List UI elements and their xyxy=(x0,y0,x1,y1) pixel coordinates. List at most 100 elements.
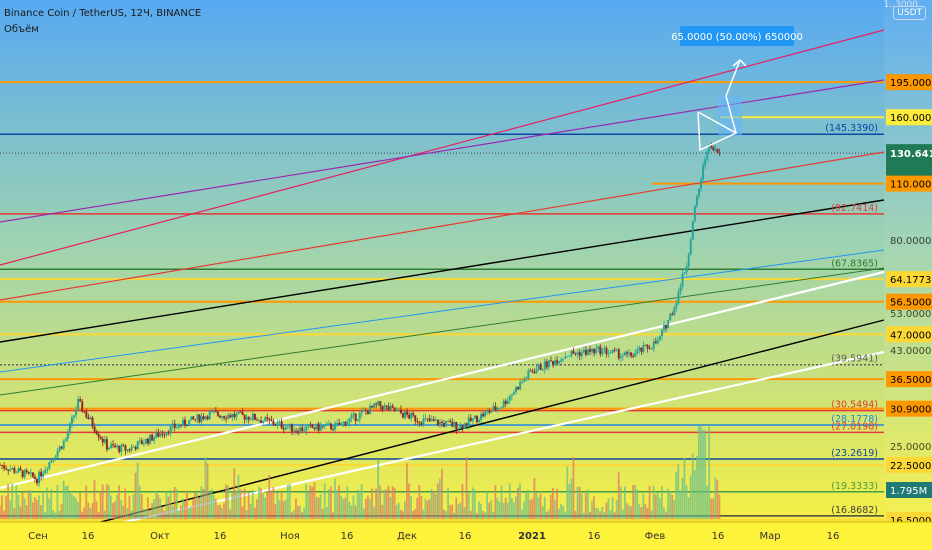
candle-body xyxy=(5,468,8,470)
candle-body xyxy=(233,414,236,417)
cut-axis-label: 1..3000 xyxy=(883,0,918,10)
volume-bar xyxy=(401,511,404,519)
candle-body xyxy=(1,464,4,466)
volume-bar xyxy=(142,508,145,519)
symbol-title[interactable]: Binance Coin / TetherUS, 12Ч, BINANCE xyxy=(4,8,202,19)
volume-bar xyxy=(630,506,632,519)
volume-bar xyxy=(190,506,192,519)
candle-body xyxy=(652,341,655,349)
candle-body xyxy=(418,421,421,424)
volume-bar xyxy=(44,511,47,519)
candle-body xyxy=(126,449,129,451)
candle-body xyxy=(177,424,180,428)
candle-body xyxy=(617,349,620,359)
volume-bar xyxy=(650,510,653,519)
candle-body xyxy=(3,465,6,469)
time-tick-label: Ноя xyxy=(280,531,300,542)
volume-bar xyxy=(708,426,711,519)
volume-bar xyxy=(33,496,36,519)
candle-body xyxy=(144,438,147,444)
volume-bar xyxy=(482,511,484,519)
candle-body xyxy=(342,421,345,423)
volume-bar xyxy=(208,491,211,519)
volume-bar xyxy=(543,496,546,519)
candle-body xyxy=(371,405,374,408)
candle-body xyxy=(480,413,483,420)
candle-body xyxy=(239,411,242,413)
volume-bar xyxy=(412,510,415,519)
volume-bar xyxy=(621,509,624,519)
candle-body xyxy=(46,468,49,470)
volume-bar xyxy=(122,505,125,519)
volume-bar xyxy=(165,491,168,519)
candle-body xyxy=(56,450,59,457)
volume-badge xyxy=(886,482,932,498)
volume-bar xyxy=(216,505,219,519)
volume-bar xyxy=(83,507,86,519)
volume-bar xyxy=(467,492,470,519)
volume-bar xyxy=(453,512,456,519)
candle-body xyxy=(124,445,127,451)
currency-badge[interactable]: USDT xyxy=(893,6,926,20)
candle-body xyxy=(204,416,207,420)
volume-bar xyxy=(9,500,12,519)
candle-body xyxy=(19,468,22,471)
candle-body xyxy=(192,416,195,420)
projection-tooltip-text: 65.0000 (50.00%) 650000 xyxy=(671,32,803,43)
volume-bar xyxy=(171,506,174,519)
candle-body xyxy=(500,407,503,409)
candle-body xyxy=(457,428,460,430)
volume-bar xyxy=(393,488,396,519)
volume-bar xyxy=(399,509,402,519)
candle-body xyxy=(21,470,24,478)
volume-bar xyxy=(46,487,49,519)
candle-body xyxy=(309,424,312,426)
candle-body xyxy=(278,421,281,423)
volume-bar xyxy=(379,485,382,519)
candle-body xyxy=(385,405,388,407)
candle-body xyxy=(87,417,90,420)
candle-body xyxy=(482,413,485,417)
time-axis[interactable]: Сен 16 Окт 16 Ноя 16 Дек 16 2021 16 Фев 16 Мар 16 xyxy=(28,531,839,542)
volume-bar xyxy=(373,506,375,519)
candle-body xyxy=(451,422,454,427)
volume-bar xyxy=(272,487,275,519)
candle-body xyxy=(68,423,71,434)
price-tick-label: 25.0000 xyxy=(890,442,931,453)
candle-body xyxy=(473,415,476,419)
volume-bar xyxy=(586,489,589,519)
candle-body xyxy=(389,405,392,410)
price-badge-label: 22.5000 xyxy=(890,461,931,472)
candle-body xyxy=(120,444,123,453)
candle-body xyxy=(471,418,474,422)
candle-body xyxy=(679,287,682,293)
volume-bar xyxy=(105,484,108,519)
candle-body xyxy=(445,421,448,427)
volume-bar xyxy=(576,486,579,519)
volume-bar xyxy=(471,487,474,519)
time-tick-label: 16 xyxy=(827,531,840,542)
volume-bar xyxy=(161,506,164,519)
volume-bar xyxy=(494,484,497,519)
volume-indicator-label[interactable]: Объём xyxy=(4,24,39,35)
candle-body xyxy=(552,361,555,365)
candle-body xyxy=(235,413,238,417)
candle-body xyxy=(161,433,164,435)
candle-body xyxy=(478,419,481,422)
candle-body xyxy=(414,415,417,422)
candle-body xyxy=(416,421,419,423)
candle-body xyxy=(245,416,248,420)
candle-body xyxy=(430,419,433,422)
candle-body xyxy=(420,423,423,425)
volume-bar xyxy=(473,489,476,519)
volume-bar xyxy=(387,485,390,519)
volume-bar xyxy=(62,480,65,519)
candle-body xyxy=(650,348,653,350)
candle-body xyxy=(299,427,302,434)
price-axis[interactable]: 195.0000 160.0000 (145.3390) 130.6413 110.00… xyxy=(825,74,932,528)
volume-bar xyxy=(112,502,114,519)
volume-bar xyxy=(56,485,59,519)
candle-body xyxy=(286,427,289,428)
candle-body xyxy=(702,165,705,180)
